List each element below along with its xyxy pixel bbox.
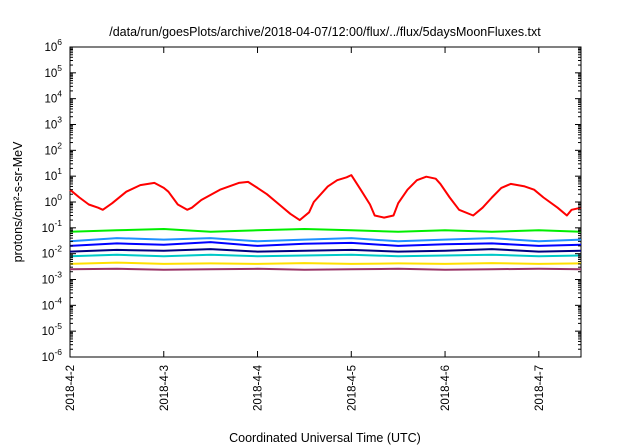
x-tick-label: 2018-4-5: [346, 365, 358, 411]
series-line: [69, 241, 582, 247]
series-layer: [69, 174, 582, 271]
y-tick-label: 100: [44, 192, 62, 209]
x-tick-label: 2018-4-7: [534, 365, 546, 411]
y-tick-label: 10-5: [42, 321, 63, 338]
y-tick-label: 102: [44, 140, 62, 157]
y-tick-label: 10-4: [42, 295, 63, 312]
y-tick-label: 103: [44, 115, 62, 132]
x-tick-label: 2018-4-4: [253, 364, 265, 411]
y-tick-label: 106: [44, 37, 62, 54]
series-line: [69, 261, 582, 265]
x-tick-label: 2018-4-6: [440, 365, 452, 411]
x-tick-label: 2018-4-2: [65, 365, 77, 411]
series-line: [69, 253, 582, 258]
y-tick-label: 10-1: [42, 218, 63, 235]
x-axis: 2018-4-2 2018-4-3 2018-4-4 2018-4-5 2018-4-6…: [65, 47, 546, 411]
series-line: [69, 237, 582, 243]
y-tick-label: 104: [44, 89, 62, 106]
series-line: [69, 248, 582, 253]
y-axis-label: protons/cm²-s-sr-MeV: [11, 141, 25, 263]
series-line: [69, 267, 582, 271]
y-tick-label: 10-2: [42, 244, 63, 261]
x-tick-label: 2018-4-3: [159, 365, 171, 411]
chart-title: /data/run/goesPlots/archive/2018-04-07/1…: [109, 25, 541, 39]
x-axis-label: Coordinated Universal Time (UTC): [229, 431, 421, 445]
y-tick-label: 10-3: [42, 270, 63, 287]
series-line: [69, 174, 582, 222]
y-tick-label: 105: [44, 63, 62, 80]
plot-frame: [69, 46, 582, 358]
y-tick-label: 10-6: [42, 347, 63, 364]
y-tick-label: 101: [44, 166, 62, 183]
series-line: [69, 228, 582, 233]
y-axis: 106 105 104 103 102 101 100 10-1 10-2 10-3 10-4 10-…: [42, 37, 581, 364]
